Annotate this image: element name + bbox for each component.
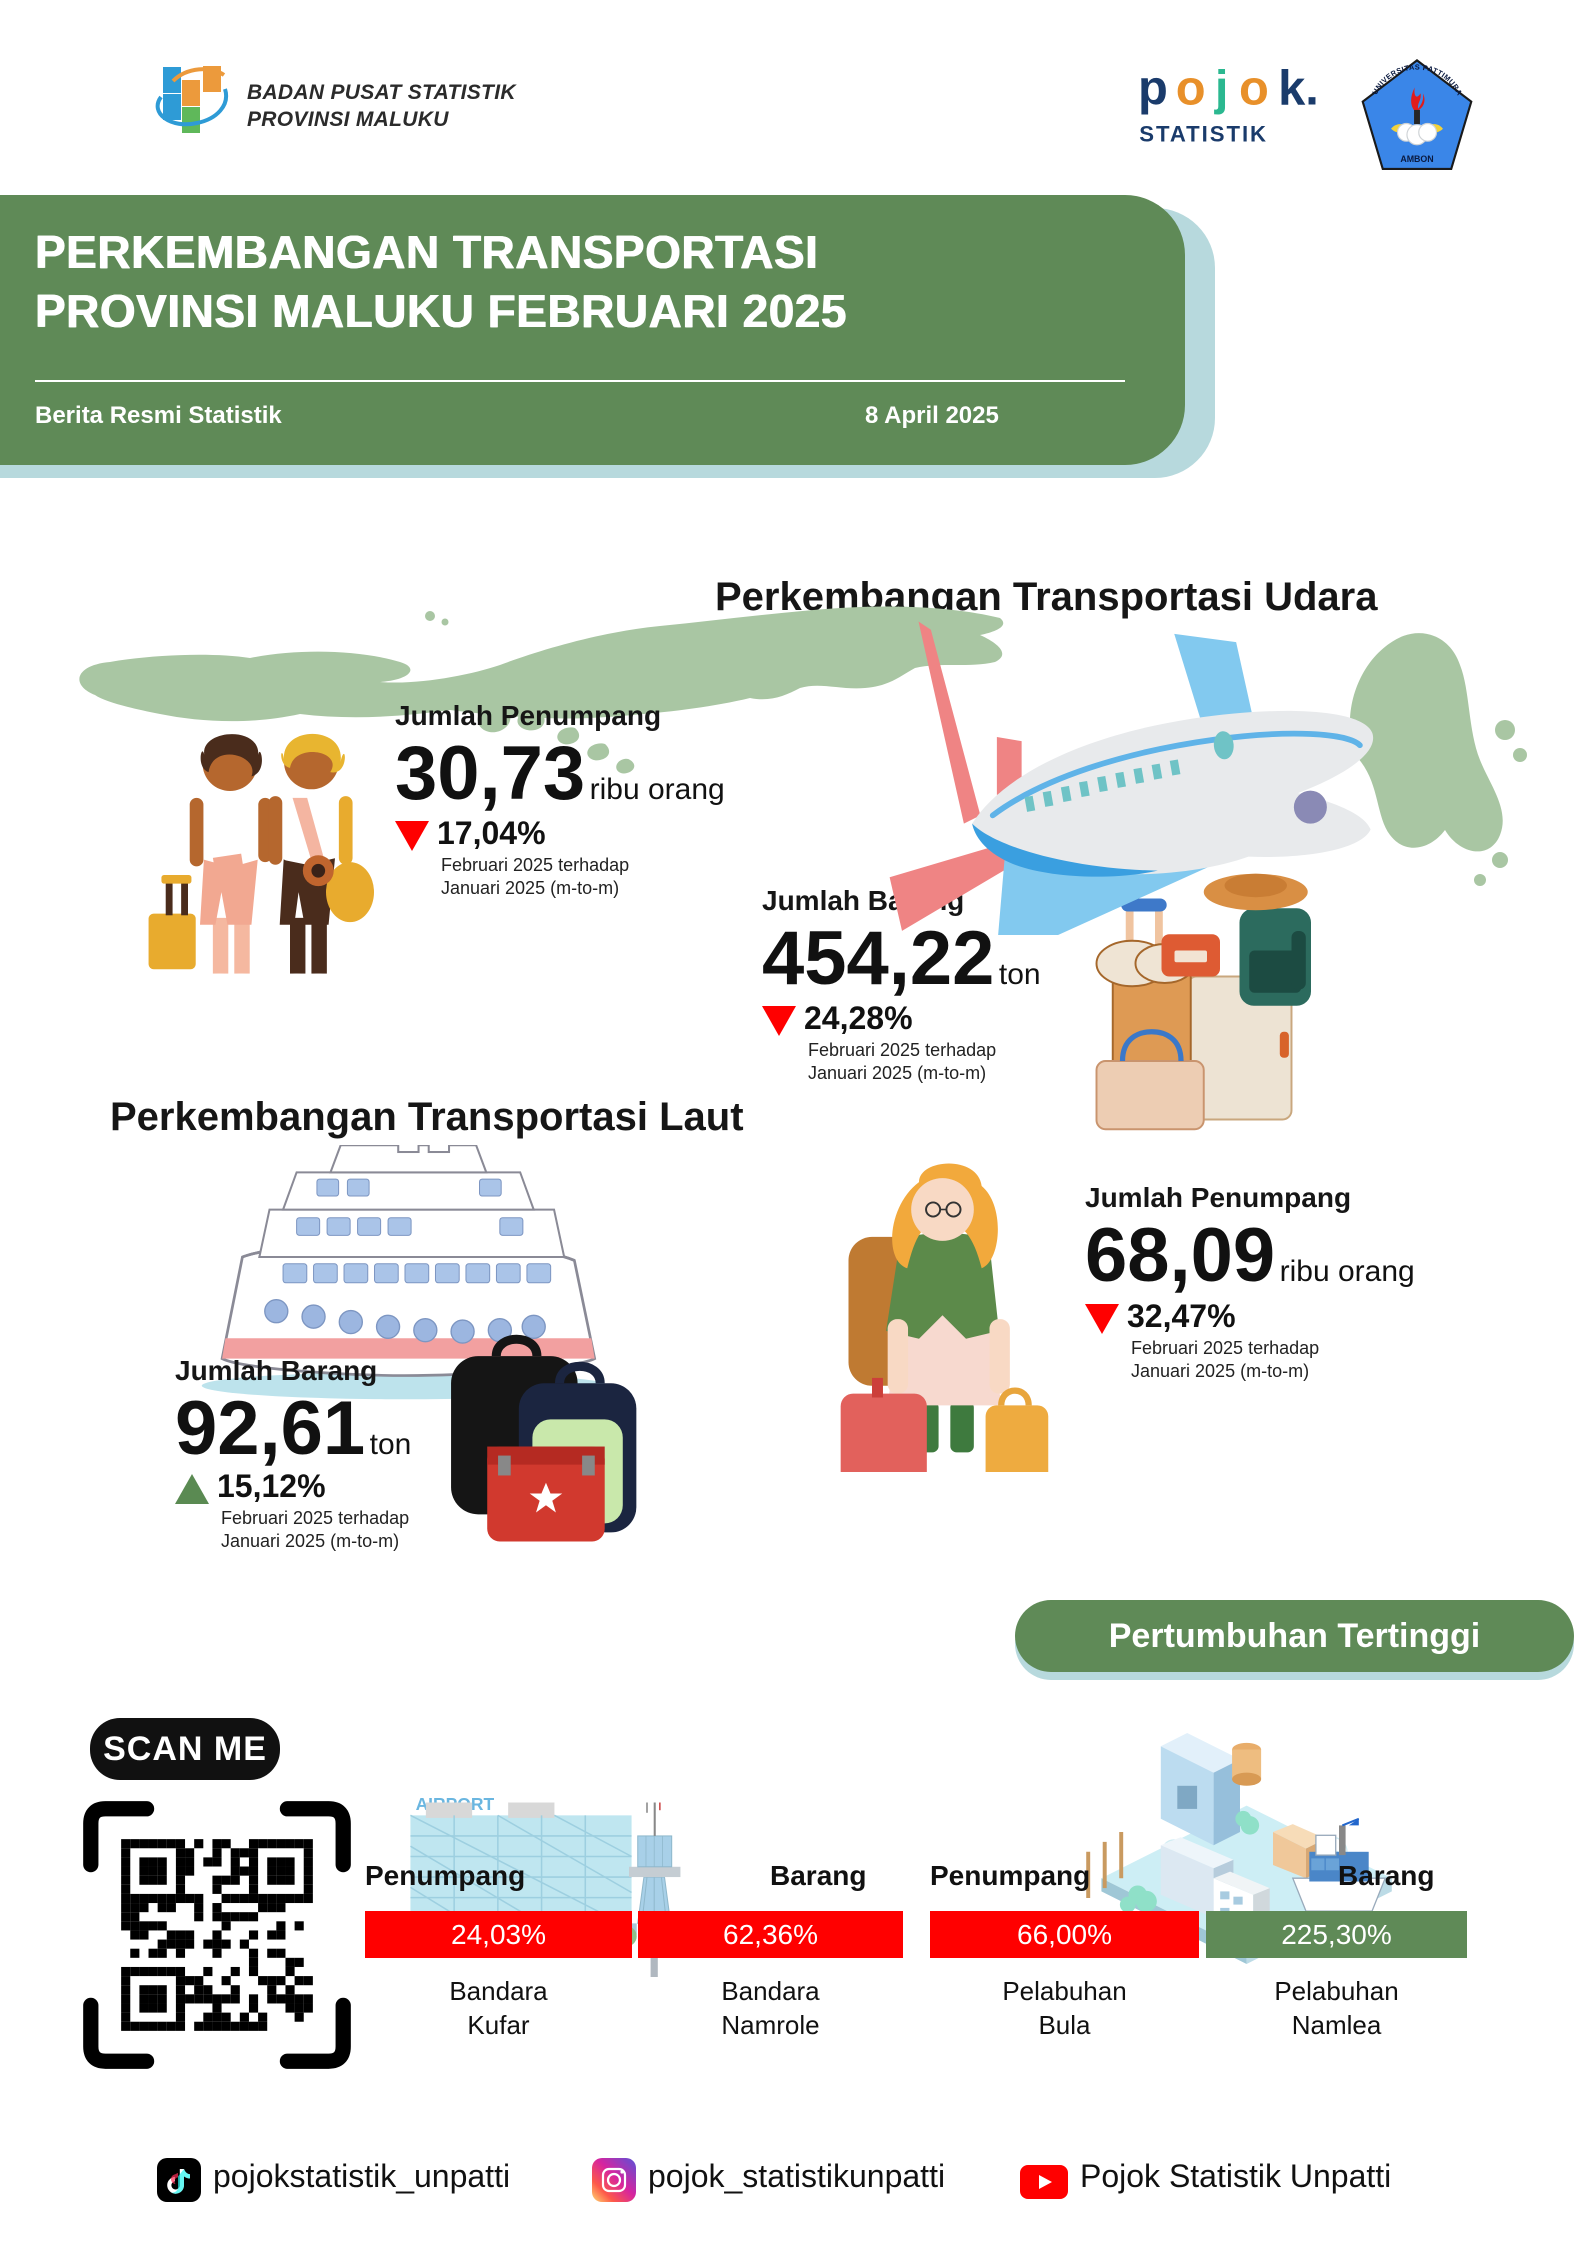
svg-text:k.: k. xyxy=(1278,62,1319,116)
svg-text:j: j xyxy=(1214,62,1229,116)
svg-text:o: o xyxy=(1239,62,1269,116)
svg-text:o: o xyxy=(1176,62,1206,116)
svg-text:AMBON: AMBON xyxy=(1400,154,1433,164)
svg-text:STATISTIK: STATISTIK xyxy=(1139,122,1268,147)
svg-text:p: p xyxy=(1138,62,1168,116)
